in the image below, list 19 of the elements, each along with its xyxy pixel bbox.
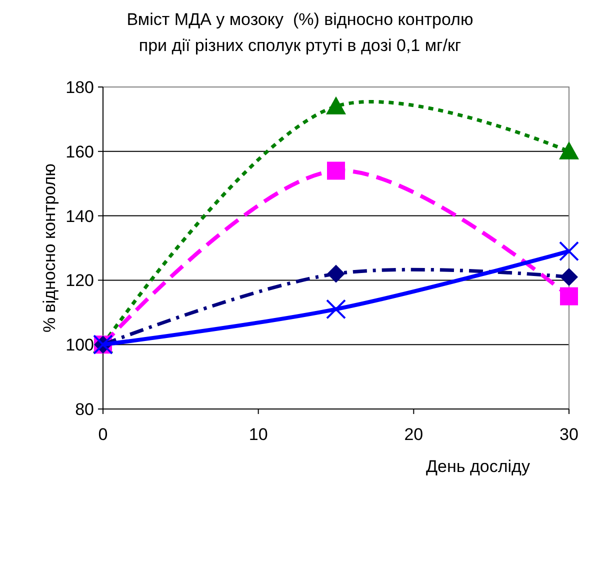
x-tick-label: 30 [560,425,578,444]
x-tick-label: 10 [248,425,268,444]
y-tick-label: 120 [66,271,94,290]
point [327,162,345,180]
y-tick-label: 100 [66,336,94,355]
point [327,264,345,283]
y-tick-label: 180 [66,78,94,97]
point [560,268,578,286]
y-tick-label: 160 [66,142,94,162]
x-tick-label: 0 [98,425,108,444]
point [559,241,579,262]
chart-title: Вміст МДА у мозоку (%) відносно контролю при дії різних сполук ртуті в дозі 0,1 мг/кг [126,10,474,55]
y-axis-title: % відносно контролю [40,163,59,332]
x-tick-label: 20 [404,425,424,444]
point [560,287,578,306]
point [326,299,346,320]
y-tick-label: 140 [66,206,94,226]
y-tick-label: 80 [75,400,94,419]
x-axis-title: День досліду [426,457,530,476]
